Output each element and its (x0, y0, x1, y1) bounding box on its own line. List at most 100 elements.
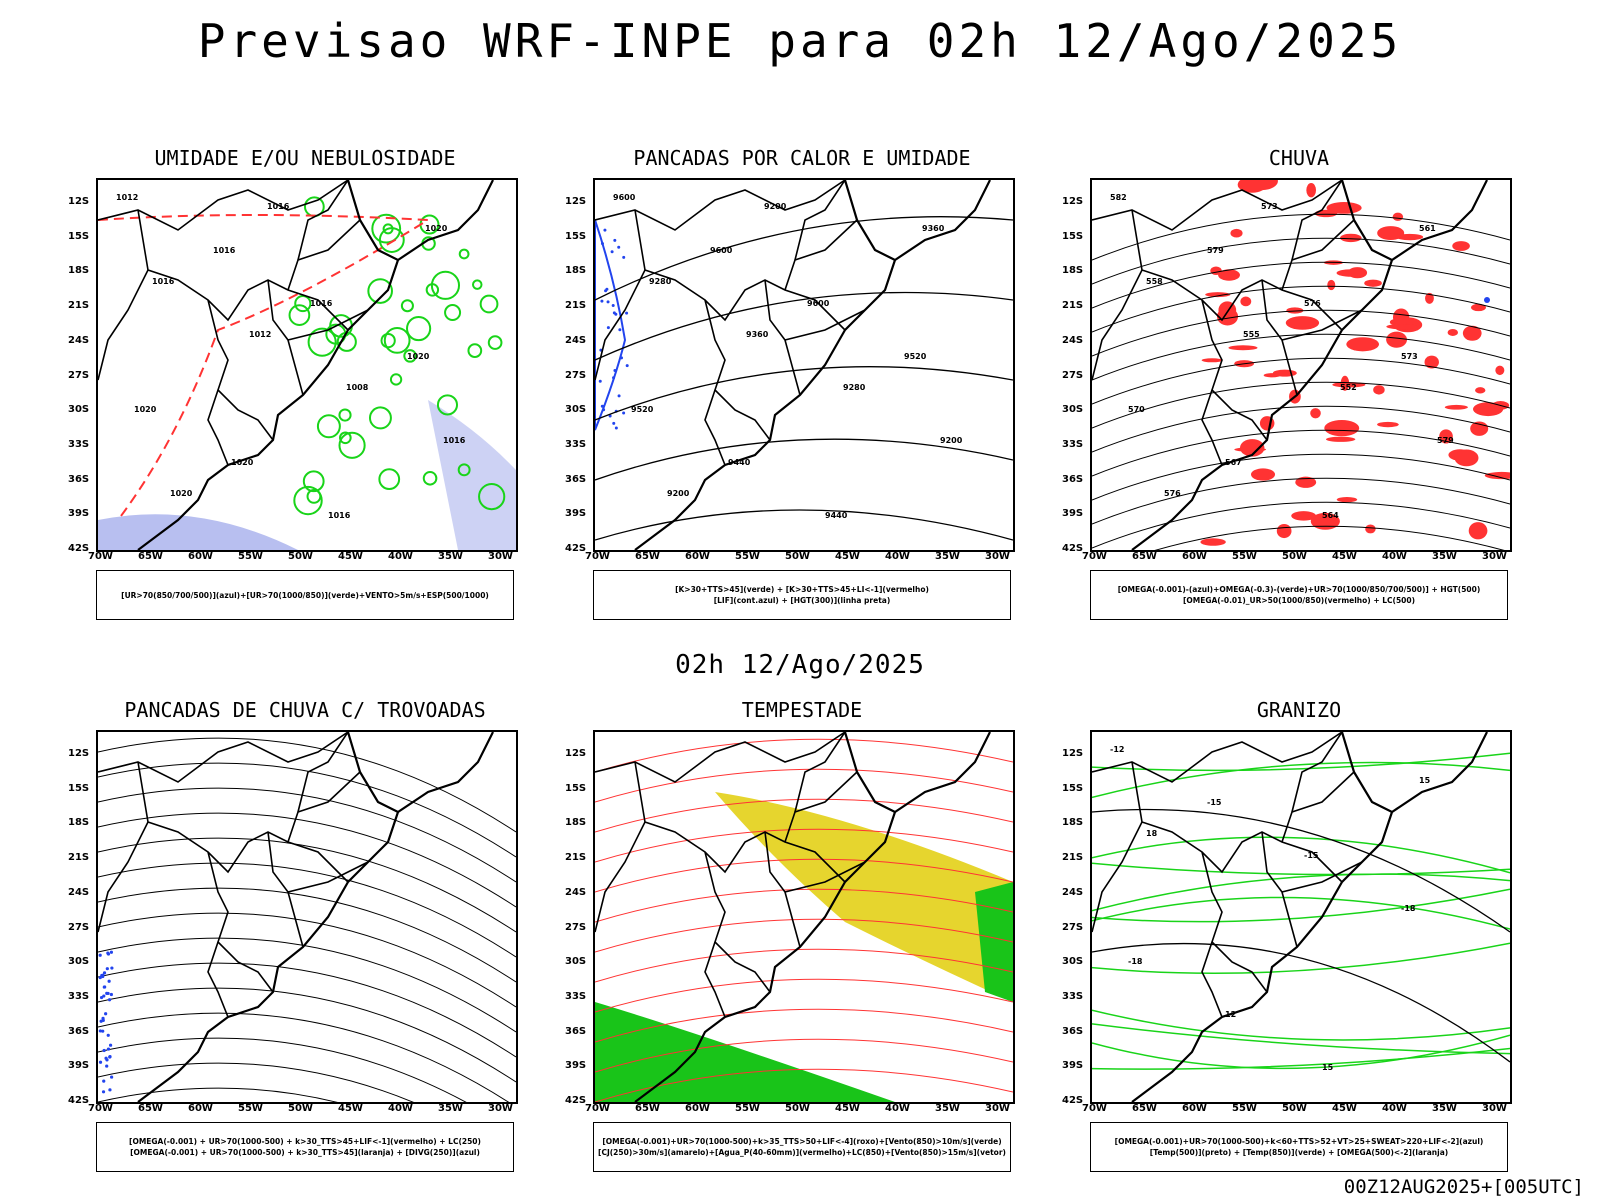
map-panel (593, 730, 1015, 1104)
contour-label: 12 (1225, 1010, 1237, 1019)
longitude-label: 70W (585, 1103, 610, 1114)
contour-label: 9360 (922, 224, 945, 233)
latitude-label: 18S (565, 265, 587, 277)
latitude-label: 15S (68, 782, 90, 794)
panel-legend: [OMEGA(-0.001)-(azul)+OMEGA(-0.3)-(verde… (1090, 570, 1508, 620)
panel-title: GRANIZO (1256, 698, 1342, 722)
latitude-label: 21S (68, 300, 90, 312)
latitude-label: 27S (1062, 921, 1084, 933)
contour-label: 564 (1322, 511, 1339, 520)
contour-label: 15 (1322, 1063, 1334, 1072)
longitude-label: 70W (1082, 551, 1107, 562)
longitude-label: 35W (1432, 1103, 1457, 1114)
contour-label: -18 (1128, 957, 1143, 966)
contour-label: 9200 (764, 202, 787, 211)
latitude-label: 24S (565, 886, 587, 898)
contour-label: 9280 (843, 383, 866, 392)
latitude-label: 36S (565, 473, 587, 485)
longitude-label: 45W (338, 551, 363, 562)
valid-time-subtitle: 02h 12/Ago/2025 (675, 650, 925, 680)
panel-legend: [UR>70(850/700/500)](azul)+[UR>70(1000/8… (96, 570, 514, 620)
contour-label: 582 (1110, 193, 1127, 202)
latitude-label: 27S (565, 921, 587, 933)
latitude-label: 30S (1062, 404, 1084, 416)
contour-label: 9520 (631, 405, 654, 414)
longitude-label: 50W (288, 1103, 313, 1114)
longitude-label: 70W (585, 551, 610, 562)
longitude-label: 55W (1232, 551, 1257, 562)
legend-line: [K>30+TTS>45](verde) + [K>30+TTS>45+LI<-… (675, 585, 929, 594)
contour-label: -15 (1207, 798, 1222, 807)
contour-label: 576 (1304, 299, 1321, 308)
page-title: Previsao WRF-INPE para 02h 12/Ago/2025 (197, 14, 1403, 68)
latitude-label: 21S (1062, 852, 1084, 864)
longitude-label: 70W (88, 1103, 113, 1114)
latitude-label: 39S (1062, 508, 1084, 520)
longitude-label: 50W (1282, 551, 1307, 562)
latitude-label: 15S (565, 782, 587, 794)
latitude-label: 18S (68, 817, 90, 829)
contour-label: 9600 (613, 193, 636, 202)
longitude-label: 35W (438, 551, 463, 562)
longitude-label: 30W (985, 551, 1010, 562)
contour-label: 573 (1401, 352, 1418, 361)
longitude-label: 45W (835, 1103, 860, 1114)
latitude-label: 42S (1062, 1095, 1084, 1106)
longitude-label: 60W (685, 551, 710, 562)
longitude-label: 40W (388, 551, 413, 562)
contour-label: 1020 (170, 489, 193, 498)
longitude-label: 65W (138, 1103, 163, 1114)
latitude-label: 39S (68, 1060, 90, 1072)
run-identifier: 00Z12AUG2025+[005UTC] (1343, 1176, 1584, 1198)
legend-line: [OMEGA(-0.001)-(azul)+OMEGA(-0.3)-(verde… (1117, 585, 1481, 594)
latitude-label: 15S (1062, 230, 1084, 242)
longitude-label: 35W (935, 551, 960, 562)
longitude-label: 40W (1382, 551, 1407, 562)
latitude-label: 42S (565, 543, 587, 554)
latitude-label: 30S (68, 404, 90, 416)
longitude-label: 45W (338, 1103, 363, 1114)
latitude-label: 33S (1062, 990, 1084, 1002)
latitude-label: 42S (68, 543, 90, 554)
longitude-label: 65W (635, 1103, 660, 1114)
longitude-label: 40W (388, 1103, 413, 1114)
legend-line: [OMEGA(-0.001) + UR>70(1000-500) + k>30_… (129, 1137, 481, 1146)
longitude-label: 45W (1332, 1103, 1357, 1114)
longitude-label: 45W (1332, 551, 1357, 562)
panel-legend: [K>30+TTS>45](verde) + [K>30+TTS>45+LI<-… (593, 570, 1011, 620)
panel-legend: [OMEGA(-0.001) + UR>70(1000-500) + k>30_… (96, 1122, 514, 1172)
latitude-label: 15S (565, 230, 587, 242)
legend-line: [Temp(500)](preto) + [Temp(850)](verde) … (1149, 1148, 1449, 1157)
contour-label: 1020 (231, 458, 254, 467)
latitude-label: 12S (1062, 196, 1084, 207)
contour-label: 1020 (407, 352, 430, 361)
contour-label: 567 (1225, 458, 1242, 467)
map-canvas (595, 732, 1013, 1102)
contour-label: 1016 (310, 299, 333, 308)
contour-label: 1016 (213, 246, 236, 255)
contour-label: 9600 (710, 246, 733, 255)
latitude-label: 36S (1062, 473, 1084, 485)
longitude-label: 50W (785, 551, 810, 562)
map-canvas (98, 732, 516, 1102)
contour-label: 9200 (940, 436, 963, 445)
contour-label: -15 (1304, 851, 1319, 860)
longitude-label: 40W (885, 1103, 910, 1114)
contour-label: 9360 (746, 330, 769, 339)
latitude-label: 12S (1062, 748, 1084, 759)
latitude-label: 12S (565, 748, 587, 759)
contour-label: 9440 (728, 458, 751, 467)
longitude-label: 35W (935, 1103, 960, 1114)
latitude-label: 33S (565, 438, 587, 450)
latitude-label: 33S (68, 990, 90, 1002)
contour-label: 9600 (807, 299, 830, 308)
contour-label: 1016 (443, 436, 466, 445)
map-panel (1090, 178, 1512, 552)
map-panel (96, 730, 518, 1104)
contour-label: -12 (1110, 745, 1125, 754)
contour-label: 9440 (825, 511, 848, 520)
legend-line: [LIF](cont.azul) + [HGT(300)](linha pret… (713, 596, 891, 605)
latitude-label: 12S (565, 196, 587, 207)
contour-label: 1016 (267, 202, 290, 211)
panel-title: TEMPESTADE (741, 698, 863, 722)
